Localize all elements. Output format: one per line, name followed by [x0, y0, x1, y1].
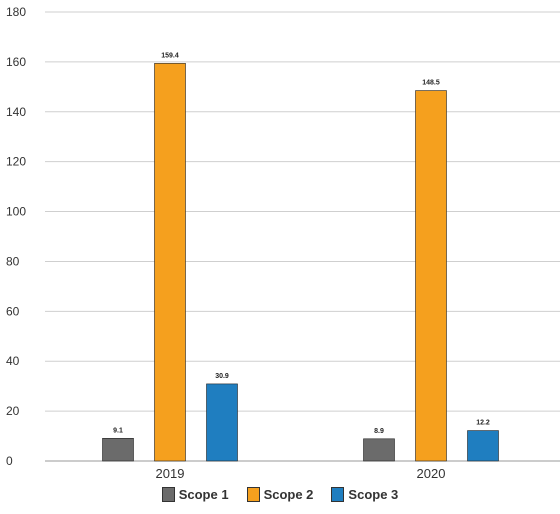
- data-label: 9.1: [113, 427, 123, 434]
- data-label: 30.9: [215, 373, 229, 380]
- legend-swatch: [246, 487, 260, 502]
- legend-label: Scope 1: [178, 487, 229, 502]
- legend-swatch: [161, 487, 175, 502]
- data-label: 159.4: [161, 52, 179, 59]
- legend-label: Scope 2: [263, 487, 314, 502]
- bar-scope-1-2020: [363, 438, 395, 462]
- y-tick-label: 60: [6, 304, 20, 318]
- x-tick-label: 2019: [156, 466, 185, 481]
- y-tick-label: 160: [6, 55, 26, 69]
- legend-item: Scope 1: [161, 487, 229, 502]
- y-tick-label: 80: [6, 254, 20, 268]
- bar-scope-3-2020: [467, 430, 499, 462]
- legend-item: Scope 3: [331, 487, 398, 502]
- y-tick-label: 180: [6, 5, 26, 19]
- bar-scope-2-2019: [154, 63, 186, 462]
- y-tick-label: 140: [6, 105, 26, 119]
- data-label: 148.5: [422, 80, 440, 87]
- bar-scope-1-2019: [102, 438, 134, 462]
- x-tick-label: 2020: [417, 466, 446, 481]
- bar-scope-3-2019: [206, 383, 238, 462]
- y-tick-label: 100: [6, 205, 26, 219]
- legend-label: Scope 3: [348, 487, 399, 502]
- y-tick-label: 20: [6, 404, 20, 418]
- y-tick-label: 40: [6, 354, 20, 368]
- data-label: 12.2: [476, 420, 490, 427]
- bar-scope-2-2020: [415, 90, 447, 462]
- data-label: 8.9: [374, 428, 384, 435]
- y-tick-label: 0: [6, 454, 13, 468]
- legend-item: Scope 2: [246, 487, 314, 502]
- legend-swatch: [331, 487, 345, 502]
- legend: Scope 1 Scope 2 Scope 3: [0, 487, 560, 502]
- y-tick-label: 120: [6, 155, 26, 169]
